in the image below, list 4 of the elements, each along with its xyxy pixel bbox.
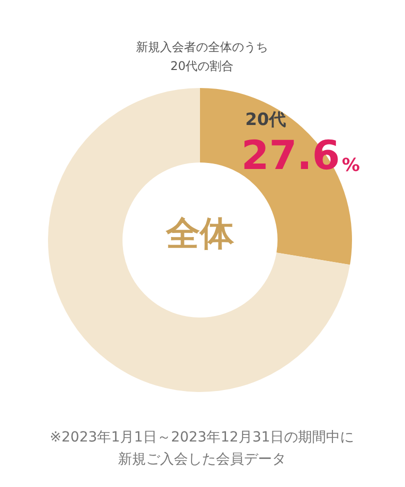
slice-label: 20代 (245, 110, 286, 130)
chart-title: 新規入会者の全体のうち 20代の割合 (136, 40, 268, 74)
text: ※2023年1月1日～2023年12月31日の期間中に新規ご入会した会員データ (50, 430, 354, 468)
text: 全体 (165, 214, 235, 254)
